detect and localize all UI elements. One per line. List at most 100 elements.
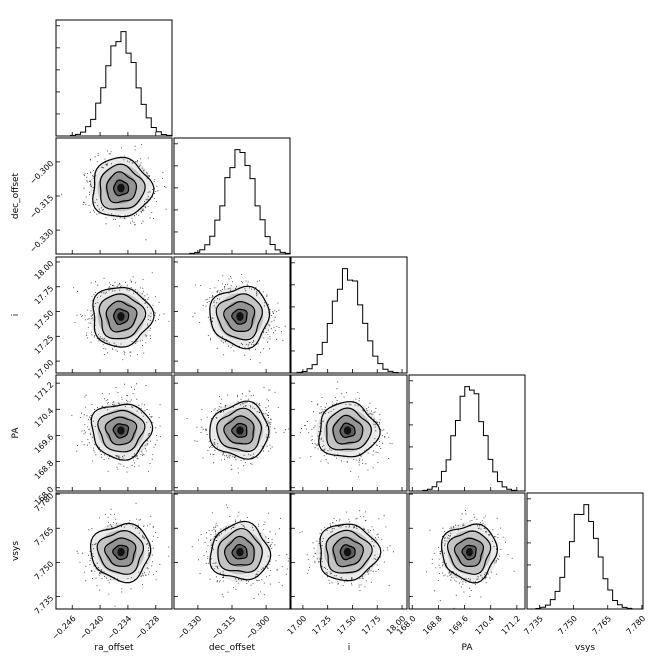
scatter-outliers <box>299 510 394 591</box>
xtick-label-ra_offset: −0.240 <box>78 614 105 641</box>
panel-frame <box>290 256 408 374</box>
contour-line <box>105 300 138 333</box>
xtick-label-vsys: 7.780 <box>625 614 648 637</box>
yaxis-label-i: i <box>11 314 21 317</box>
xtick-label-PA: 171.2 <box>500 614 523 637</box>
panel-i-vs-ra_offset <box>55 256 173 374</box>
scatter-points <box>76 502 170 607</box>
contour-line <box>209 520 272 581</box>
density-peak <box>117 183 125 193</box>
contour-line <box>92 156 155 218</box>
panel-frame <box>408 374 526 492</box>
xtick-label-vsys: 7.735 <box>522 614 545 637</box>
ytick-label-PA: 170.4 <box>33 406 56 429</box>
xtick-label-i: 17.75 <box>360 614 383 637</box>
contour-line <box>215 293 263 341</box>
density-peak <box>117 426 125 435</box>
panel-frame <box>290 374 408 492</box>
xtick-label-PA: 169.6 <box>447 614 470 637</box>
xtick-label-ra_offset: −0.246 <box>50 614 77 641</box>
contour-line <box>332 536 365 568</box>
contour-line <box>105 171 137 204</box>
ytick-label-i: 17.75 <box>33 284 56 307</box>
contour-line <box>103 537 137 567</box>
xtick-label-ra_offset: −0.228 <box>134 614 161 641</box>
ytick-label-i: 17.50 <box>33 309 56 332</box>
contour-line <box>98 293 147 340</box>
panel-vsys-vs-PA <box>408 492 526 610</box>
xaxis-label-PA: PA <box>461 643 473 653</box>
xaxis-label-dec_offset: dec_offset <box>209 643 256 653</box>
density-peak <box>466 547 473 557</box>
scatter-outliers <box>73 272 170 361</box>
contour-line <box>89 522 152 584</box>
scatter-points <box>186 387 290 474</box>
contour-line <box>325 529 373 574</box>
ytick-label-PA: 169.6 <box>33 432 56 455</box>
yaxis-label-dec_offset: dec_offset <box>11 172 21 219</box>
ytick-label-dec_offset: −0.315 <box>28 193 55 220</box>
density-peak <box>343 426 352 435</box>
xtick-label-PA: 168.8 <box>421 614 444 637</box>
xtick-label-ra_offset: −0.234 <box>106 614 133 641</box>
histogram-PA <box>422 386 517 491</box>
panel-PA-vs-i <box>290 374 408 492</box>
contour-line <box>319 523 382 582</box>
contour-line <box>223 300 256 332</box>
xtick-label-PA: 170.4 <box>474 614 497 637</box>
contour-line <box>231 422 248 438</box>
xtick-label-i: 17.00 <box>286 614 309 637</box>
xaxis-label-vsys: vsys <box>575 643 595 653</box>
yaxis-label-PA: PA <box>11 427 21 439</box>
scatter-points <box>299 381 393 478</box>
xaxis-label-i: i <box>348 643 351 653</box>
density-peak <box>343 547 352 557</box>
contour-line <box>216 407 263 452</box>
contour-line <box>112 423 130 439</box>
panel-PA-vs-PA <box>408 374 526 492</box>
xtick-label-dec_offset: −0.330 <box>176 614 203 641</box>
ytick-label-dec_offset: −0.330 <box>28 227 55 254</box>
contour-line <box>231 543 248 560</box>
panel-vsys-vs-i <box>290 492 408 610</box>
contour-line <box>96 529 144 575</box>
panel-frame <box>55 256 173 374</box>
contour-line <box>332 414 364 445</box>
xaxis-label-ra_offset: ra_offset <box>94 643 134 653</box>
panel-frame <box>55 19 173 137</box>
scatter-points <box>299 510 394 591</box>
contour-line <box>113 179 130 197</box>
panel-vsys-vs-vsys <box>526 492 644 610</box>
contour-line <box>112 544 129 561</box>
contour-line <box>453 537 485 567</box>
contour-line <box>97 409 146 453</box>
panel-PA-vs-ra_offset <box>55 374 173 492</box>
histogram-i <box>296 268 399 373</box>
contour-line <box>326 407 373 451</box>
panel-ra_offset-vs-ra_offset <box>55 19 173 137</box>
scatter-outliers <box>71 383 161 473</box>
xtick-label-dec_offset: −0.300 <box>244 614 271 641</box>
scatter-points <box>73 272 170 361</box>
contour-line <box>461 544 477 561</box>
contour-line <box>318 401 381 458</box>
density-peak <box>117 312 125 321</box>
panel-frame <box>290 492 408 610</box>
ytick-label-PA: 168.8 <box>33 459 56 482</box>
ytick-label-PA: 171.2 <box>33 380 56 403</box>
ytick-label-i: 17.25 <box>33 333 56 356</box>
scatter-points <box>192 274 286 364</box>
panel-vsys-vs-ra_offset <box>55 492 173 610</box>
contour-line <box>99 163 146 210</box>
panel-i-vs-i <box>290 256 408 374</box>
density-peak <box>117 547 125 557</box>
panel-PA-vs-dec_offset <box>173 374 291 492</box>
xtick-label-vsys: 7.750 <box>556 614 579 637</box>
panel-dec_offset-vs-ra_offset <box>55 137 173 255</box>
contour-line <box>209 285 271 350</box>
density-peak <box>236 312 244 321</box>
contour-line <box>92 287 155 348</box>
contour-line <box>223 415 255 445</box>
contour-line <box>440 523 499 584</box>
panel-frame <box>408 492 526 610</box>
